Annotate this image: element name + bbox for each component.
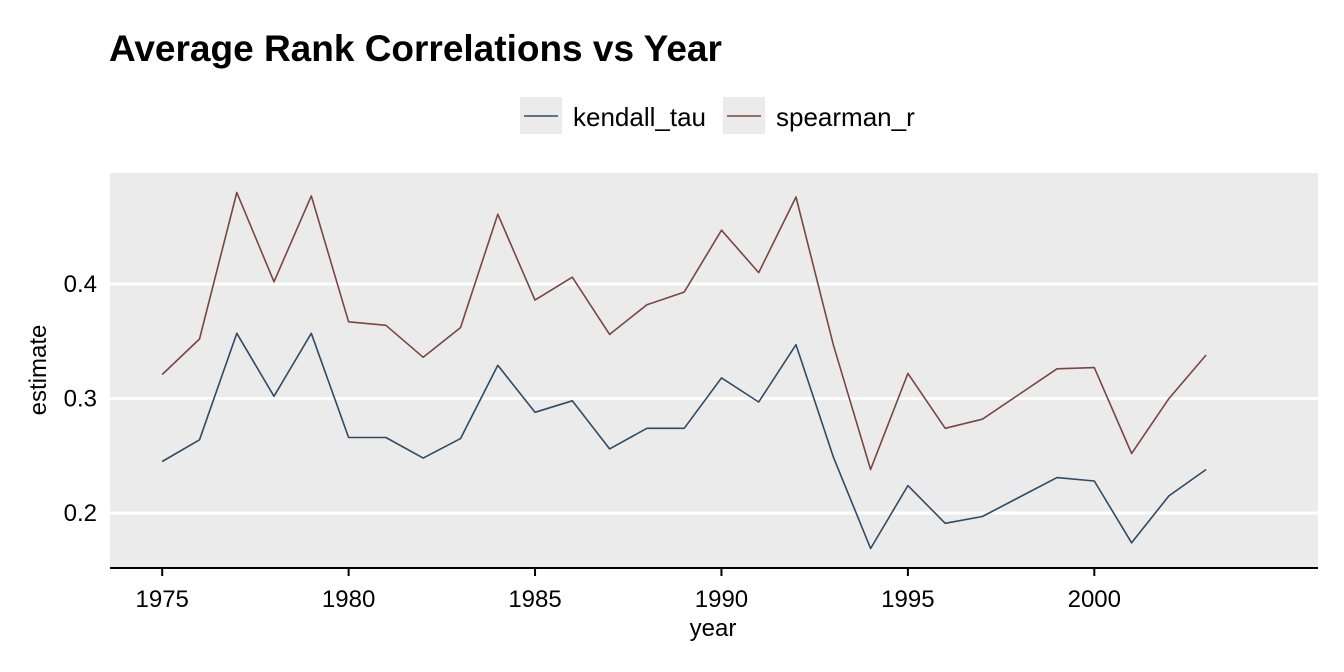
legend-label-kendall-tau: kendall_tau [573, 102, 706, 132]
x-tick-label: 2000 [1068, 586, 1121, 613]
gridlines [110, 282, 1318, 515]
y-tick-label: 0.2 [64, 500, 97, 527]
x-tick-label: 1985 [508, 586, 561, 613]
x-axis-ticks: 1975 1980 1985 1990 1995 2000 [136, 568, 1121, 613]
y-axis-ticks: 0.2 0.3 0.4 [64, 271, 97, 527]
y-tick-label: 0.4 [64, 271, 97, 298]
x-tick-label: 1980 [322, 586, 375, 613]
x-tick-label: 1975 [136, 586, 189, 613]
x-tick-label: 1990 [695, 586, 748, 613]
x-axis-title: year [690, 615, 737, 642]
chart-title: Average Rank Correlations vs Year [109, 28, 722, 69]
legend: kendall_tau spearman_r [520, 97, 915, 134]
plot-panel [110, 173, 1318, 568]
y-tick-label: 0.3 [64, 386, 97, 413]
series-line-spearman-r [161, 191, 1207, 471]
legend-label-spearman-r: spearman_r [776, 102, 915, 132]
y-axis-title: estimate [25, 325, 52, 416]
series-line-kendall-tau [161, 332, 1207, 550]
series-lines [161, 191, 1207, 550]
x-tick-label: 1995 [881, 586, 934, 613]
